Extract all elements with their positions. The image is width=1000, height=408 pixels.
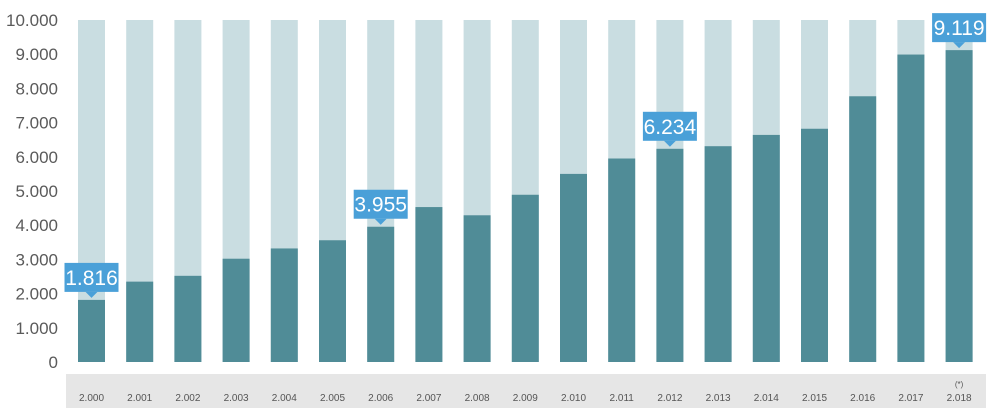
- bar: [270, 248, 298, 362]
- footnote-marker: (*): [955, 380, 964, 389]
- y-tick-label: 6.000: [15, 148, 58, 167]
- x-tick-label: 2.008: [465, 393, 490, 404]
- data-label: 3.955: [353, 189, 408, 225]
- data-label-box: [932, 13, 987, 43]
- x-tick-label: 2.010: [561, 393, 586, 404]
- x-tick-label: 2.018: [947, 393, 972, 404]
- bar: [511, 194, 539, 362]
- bar: [319, 240, 346, 362]
- bars: [78, 50, 973, 363]
- data-label-pointer: [953, 42, 966, 49]
- x-axis: 2.000 2.001 2.002 2.003 2.004 2.005 2.006 2.007…: [79, 380, 972, 404]
- bar: [367, 226, 395, 362]
- x-tick-label: 2.003: [224, 393, 249, 404]
- x-tick-label: 2.000: [79, 393, 104, 404]
- y-tick-label: 1.000: [15, 319, 58, 338]
- data-label-box: [64, 262, 119, 292]
- bar: [126, 281, 154, 362]
- x-tick-label: 2.013: [706, 393, 731, 404]
- x-tick-label: 2.002: [175, 393, 200, 404]
- data-label-pointer: [85, 291, 98, 298]
- x-tick-label: 2.017: [898, 393, 923, 404]
- data-label-pointer: [374, 218, 387, 225]
- x-tick-label: 2.009: [513, 393, 538, 404]
- bar: [656, 148, 684, 362]
- y-tick-label: 2.000: [15, 285, 58, 304]
- y-tick-label: 4.000: [15, 216, 58, 235]
- x-tick-label: 2.016: [850, 393, 875, 404]
- bar: [415, 207, 443, 362]
- bar: [560, 173, 587, 362]
- bar: [945, 50, 973, 363]
- x-tick-label: 2.015: [802, 393, 827, 404]
- data-label-text: 6.234: [644, 116, 697, 139]
- x-tick-label: 2.004: [272, 393, 297, 404]
- x-tick-label: 2.005: [320, 393, 345, 404]
- x-tick-label: 2.007: [416, 393, 441, 404]
- bar: [704, 146, 732, 362]
- data-label-box: [353, 189, 408, 219]
- data-label-box: [642, 111, 697, 141]
- x-axis-band-rect: [66, 374, 986, 408]
- y-tick-label: 9.000: [15, 45, 58, 64]
- x-tick-label: 2.012: [657, 393, 682, 404]
- data-label: 1.816: [64, 262, 119, 298]
- x-tick-label: 2.011: [610, 393, 635, 404]
- x-tick-label: 2.006: [368, 393, 393, 404]
- bar: [608, 158, 636, 362]
- bar: [222, 258, 250, 362]
- y-tick-label: 3.000: [15, 250, 58, 269]
- data-labels: 1.816 3.955 6.234 9.119: [64, 13, 987, 298]
- y-tick-label: 7.000: [15, 114, 58, 133]
- y-tick-label: 10.000: [6, 11, 58, 30]
- bar: [752, 134, 780, 362]
- data-label: 6.234: [642, 111, 697, 147]
- x-tick-label: 2.014: [754, 393, 779, 404]
- bar: [174, 275, 202, 362]
- y-tick-label: 8.000: [15, 79, 58, 98]
- bar: [849, 96, 877, 363]
- data-label-text: 3.955: [354, 194, 407, 217]
- bar: [463, 215, 491, 362]
- bar: [897, 54, 925, 363]
- data-label-text: 9.119: [934, 17, 985, 40]
- bar: [78, 299, 105, 362]
- y-tick-label: 0: [49, 353, 58, 372]
- data-label-pointer: [663, 140, 676, 147]
- bar: [801, 128, 828, 362]
- y-tick-label: 5.000: [15, 182, 58, 201]
- x-axis-band: [66, 374, 986, 408]
- data-label: 9.119: [932, 13, 987, 49]
- y-axis: 0 1.000 2.000 3.000 4.000 5.000 6.000 7.000 8.00…: [6, 11, 58, 372]
- x-tick-label: 2.001: [127, 393, 152, 404]
- data-label-text: 1.816: [65, 267, 118, 290]
